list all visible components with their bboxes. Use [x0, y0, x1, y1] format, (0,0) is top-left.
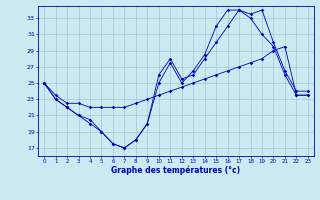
X-axis label: Graphe des températures (°c): Graphe des températures (°c)	[111, 165, 241, 175]
